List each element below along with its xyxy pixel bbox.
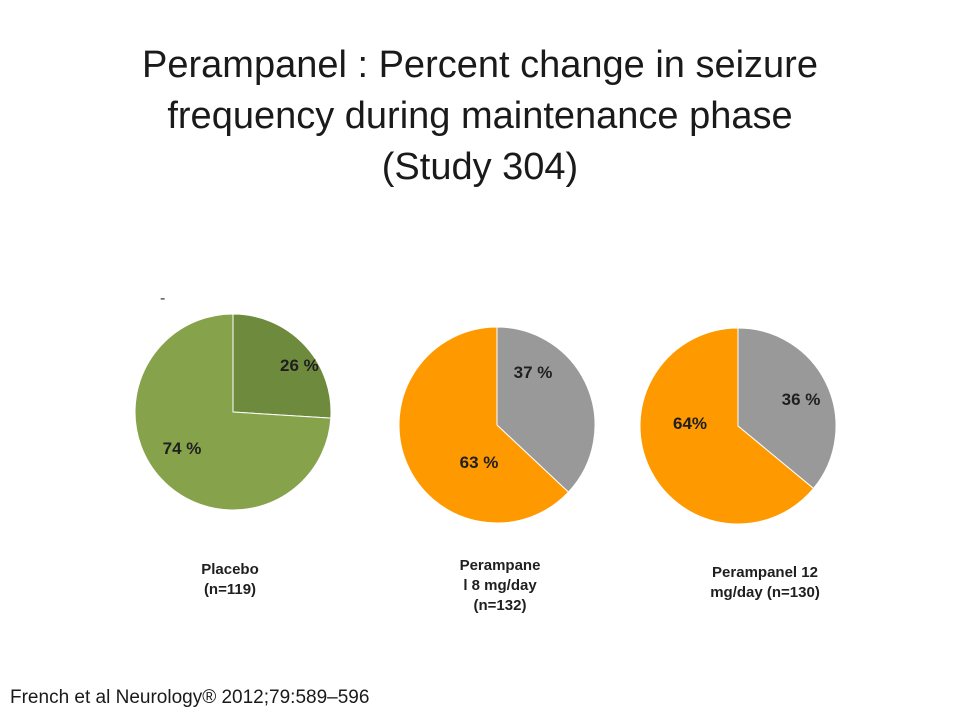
pie-label-perampanel-8mg-1: 37 % bbox=[514, 363, 553, 382]
caption-perampanel-12mg: Perampanel 12 mg/day (n=130) bbox=[670, 563, 860, 603]
caption-8mg-line-3: (n=132) bbox=[473, 597, 527, 614]
caption-perampanel-8mg: Perampane l 8 mg/day (n=132) bbox=[410, 556, 590, 616]
caption-12mg-line-2: mg/day (n=130) bbox=[710, 584, 820, 601]
pie-slice-perampanel-8mg-1 bbox=[496, 326, 596, 493]
title-line-3: (Study 304) bbox=[381, 146, 579, 188]
caption-placebo-line-2: (n=119) bbox=[203, 581, 257, 598]
pie-slice-placebo-1 bbox=[232, 313, 332, 419]
pie-chart-perampanel-12mg: 36 % 64% bbox=[639, 327, 837, 525]
pie-label-placebo-1: 26 % bbox=[280, 356, 319, 375]
pie-slice-placebo-2 bbox=[134, 313, 332, 511]
caption-placebo-line-1: Placebo bbox=[201, 561, 259, 578]
pie-slice-perampanel-8mg-2 bbox=[398, 326, 570, 524]
title-line-1: Perampanel : Percent change in seizure bbox=[142, 44, 818, 86]
citation: French et al Neurology® 2012;79:589–596 bbox=[10, 687, 370, 708]
pie-slice-perampanel-12mg-2 bbox=[639, 327, 815, 525]
pie-label-perampanel-12mg-2: 64% bbox=[673, 414, 707, 433]
pie-label-placebo-2: 74 % bbox=[163, 439, 202, 458]
caption-placebo: Placebo (n=119) bbox=[150, 560, 310, 600]
caption-12mg-line-1: Perampanel 12 bbox=[712, 564, 818, 581]
caption-8mg-line-1: Perampane bbox=[459, 557, 541, 574]
slide-title: Perampanel : Percent change in seizure f… bbox=[60, 40, 900, 193]
pie-label-perampanel-8mg-2: 63 % bbox=[460, 453, 499, 472]
pie-label-perampanel-12mg-1: 36 % bbox=[782, 390, 821, 409]
dash-mark: - bbox=[160, 290, 166, 307]
pie-chart-placebo: 26 % 74 % bbox=[134, 313, 332, 511]
pie-chart-perampanel-8mg: 37 % 63 % bbox=[398, 326, 596, 524]
pie-slice-perampanel-12mg-1 bbox=[737, 327, 837, 490]
caption-8mg-line-2: l 8 mg/day bbox=[463, 577, 537, 594]
title-line-2: frequency during maintenance phase bbox=[167, 95, 793, 137]
